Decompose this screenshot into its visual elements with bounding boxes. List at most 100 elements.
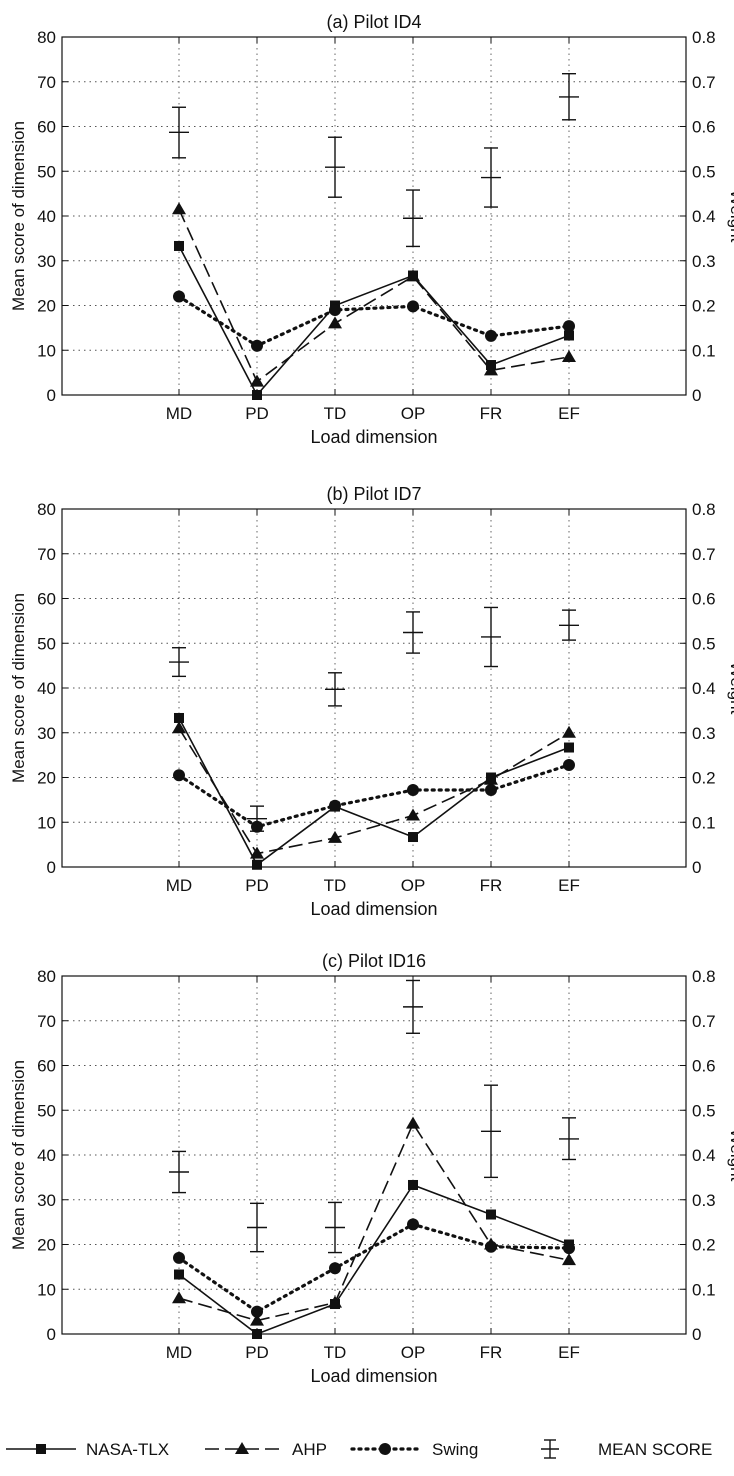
y-tick-label: 40 xyxy=(37,207,56,226)
y-tick-label: 50 xyxy=(37,634,56,653)
x-tick-label-ef: EF xyxy=(558,876,580,895)
y-tick-label: 30 xyxy=(37,1191,56,1210)
x-tick-label-op: OP xyxy=(401,1343,426,1362)
series-point-swing xyxy=(329,799,341,812)
y2-tick-label: 0.1 xyxy=(692,1280,716,1299)
series-point-swing xyxy=(173,1251,185,1264)
y2-axis-label: Weight xyxy=(727,1129,734,1182)
series-line-ahp xyxy=(178,208,570,383)
series-point-swing xyxy=(563,758,575,771)
y-tick-label: 60 xyxy=(37,118,56,137)
x-tick-label-pd: PD xyxy=(245,1343,269,1362)
x-tick-label-pd: PD xyxy=(245,876,269,895)
y2-tick-label: 0.5 xyxy=(692,634,716,653)
series-point-nasa-tlx xyxy=(564,330,574,341)
series-point-ahp xyxy=(562,349,576,362)
y-tick-label: 80 xyxy=(37,28,56,47)
series-point-nasa-tlx xyxy=(174,240,184,251)
series-point-ahp xyxy=(406,808,420,821)
legend: NASA-TLX AHP Swing MEAN SCORE xyxy=(6,1439,712,1459)
series-point-nasa-tlx xyxy=(252,1329,262,1339)
series-point-swing xyxy=(485,1240,497,1253)
series-point-ahp xyxy=(250,846,264,859)
y2-axis-label: Weight xyxy=(727,190,734,243)
series-line-nasa-tlx xyxy=(178,717,570,866)
series-point-ahp xyxy=(406,269,420,282)
series-point-ahp xyxy=(562,1253,576,1266)
y2-tick-label: 0.5 xyxy=(692,1101,716,1120)
x-tick-label-fr: FR xyxy=(480,1343,503,1362)
y2-tick-label: 0.2 xyxy=(692,1236,716,1255)
y-tick-label: 0 xyxy=(47,858,56,877)
x-tick-label-pd: PD xyxy=(245,404,269,423)
y-tick-label: 70 xyxy=(37,545,56,564)
y2-tick-label: 0.2 xyxy=(692,297,716,316)
series-point-ahp xyxy=(172,721,186,734)
y2-tick-label: 0.1 xyxy=(692,813,716,832)
y2-tick-label: 0 xyxy=(692,1325,701,1344)
y2-tick-label: 0 xyxy=(692,858,701,877)
series-point-nasa-tlx xyxy=(486,1209,496,1220)
y2-tick-label: 0.7 xyxy=(692,1012,716,1031)
series-point-nasa-tlx xyxy=(174,712,184,723)
series-line-swing xyxy=(177,294,571,348)
y2-tick-label: 0.7 xyxy=(692,545,716,564)
series-point-swing xyxy=(173,290,185,303)
series-point-nasa-tlx xyxy=(174,1269,184,1280)
x-tick-label-ef: EF xyxy=(558,404,580,423)
y-tick-label: 60 xyxy=(37,590,56,609)
legend-label-ahp: AHP xyxy=(292,1440,327,1459)
x-axis-label: Load dimension xyxy=(310,899,437,919)
series-point-ahp xyxy=(250,374,264,387)
series-point-ahp xyxy=(484,363,498,376)
legend-label-nasa-tlx: NASA-TLX xyxy=(86,1440,169,1459)
y-tick-label: 20 xyxy=(37,1236,56,1255)
series-point-swing xyxy=(407,300,419,313)
series-line-nasa-tlx xyxy=(178,245,570,397)
y2-tick-label: 0.1 xyxy=(692,341,716,360)
chart-panel-2: 0 10 20 30 40 50 60 70 80 0 0.1 0.2 0.3 0.4 0.5 0.6 0.7 0… xyxy=(9,484,734,919)
series-line-ahp xyxy=(178,727,570,855)
series-point-swing xyxy=(563,1242,575,1255)
series-point-swing xyxy=(173,769,185,782)
y-tick-label: 70 xyxy=(37,1012,56,1031)
x-tick-label-op: OP xyxy=(401,404,426,423)
series-point-swing xyxy=(407,784,419,797)
x-tick-label-td: TD xyxy=(324,1343,347,1362)
x-tick-label-fr: FR xyxy=(480,404,503,423)
y2-tick-label: 0.6 xyxy=(692,1057,716,1076)
series-point-ahp xyxy=(250,1313,264,1326)
y-tick-label: 30 xyxy=(37,724,56,743)
x-tick-label-td: TD xyxy=(324,404,347,423)
x-tick-label-md: MD xyxy=(166,876,192,895)
y-axis-label: Mean score of dimension xyxy=(9,593,28,783)
x-tick-label-md: MD xyxy=(166,404,192,423)
y-tick-label: 0 xyxy=(47,386,56,405)
y2-tick-label: 0.3 xyxy=(692,252,716,271)
y-tick-label: 20 xyxy=(37,297,56,316)
series-point-ahp xyxy=(484,772,498,785)
y2-tick-label: 0.4 xyxy=(692,679,716,698)
y2-tick-label: 0.8 xyxy=(692,500,716,519)
y2-tick-label: 0.5 xyxy=(692,162,716,181)
series-point-swing xyxy=(329,303,341,316)
series-point-nasa-tlx xyxy=(252,390,262,400)
series-point-swing xyxy=(251,1305,263,1318)
y-tick-label: 40 xyxy=(37,679,56,698)
x-tick-label-ef: EF xyxy=(558,1343,580,1362)
y-tick-label: 40 xyxy=(37,1146,56,1165)
series-line-swing xyxy=(177,763,571,829)
x-tick-label-op: OP xyxy=(401,876,426,895)
y2-tick-label: 0.4 xyxy=(692,207,716,226)
series-point-ahp xyxy=(328,316,342,329)
y-tick-label: 80 xyxy=(37,967,56,986)
series-point-swing xyxy=(485,784,497,797)
y2-tick-label: 0.6 xyxy=(692,118,716,137)
series-point-swing xyxy=(563,320,575,333)
series-point-swing xyxy=(407,1218,419,1231)
x-tick-label-td: TD xyxy=(324,876,347,895)
y2-tick-label: 0.2 xyxy=(692,769,716,788)
chart-panel-1: 0 10 20 30 40 50 60 70 80 0 0.1 0.2 0.3 0.4 0.5 0.6 0.7 0… xyxy=(9,12,734,447)
